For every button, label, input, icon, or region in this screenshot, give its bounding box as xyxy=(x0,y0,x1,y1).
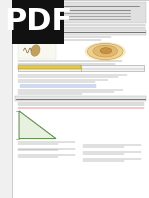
Bar xyxy=(15,30,146,35)
Bar xyxy=(12,0,64,44)
Ellipse shape xyxy=(31,45,40,56)
Bar xyxy=(15,96,146,101)
Ellipse shape xyxy=(87,43,123,60)
Polygon shape xyxy=(19,111,56,139)
Ellipse shape xyxy=(100,48,112,54)
Bar xyxy=(18,42,56,59)
Bar xyxy=(18,65,81,69)
Bar xyxy=(18,65,143,71)
Text: PDF: PDF xyxy=(4,7,72,36)
Ellipse shape xyxy=(85,42,126,61)
Bar xyxy=(15,24,146,30)
Ellipse shape xyxy=(93,45,118,57)
Bar xyxy=(61,2,146,23)
